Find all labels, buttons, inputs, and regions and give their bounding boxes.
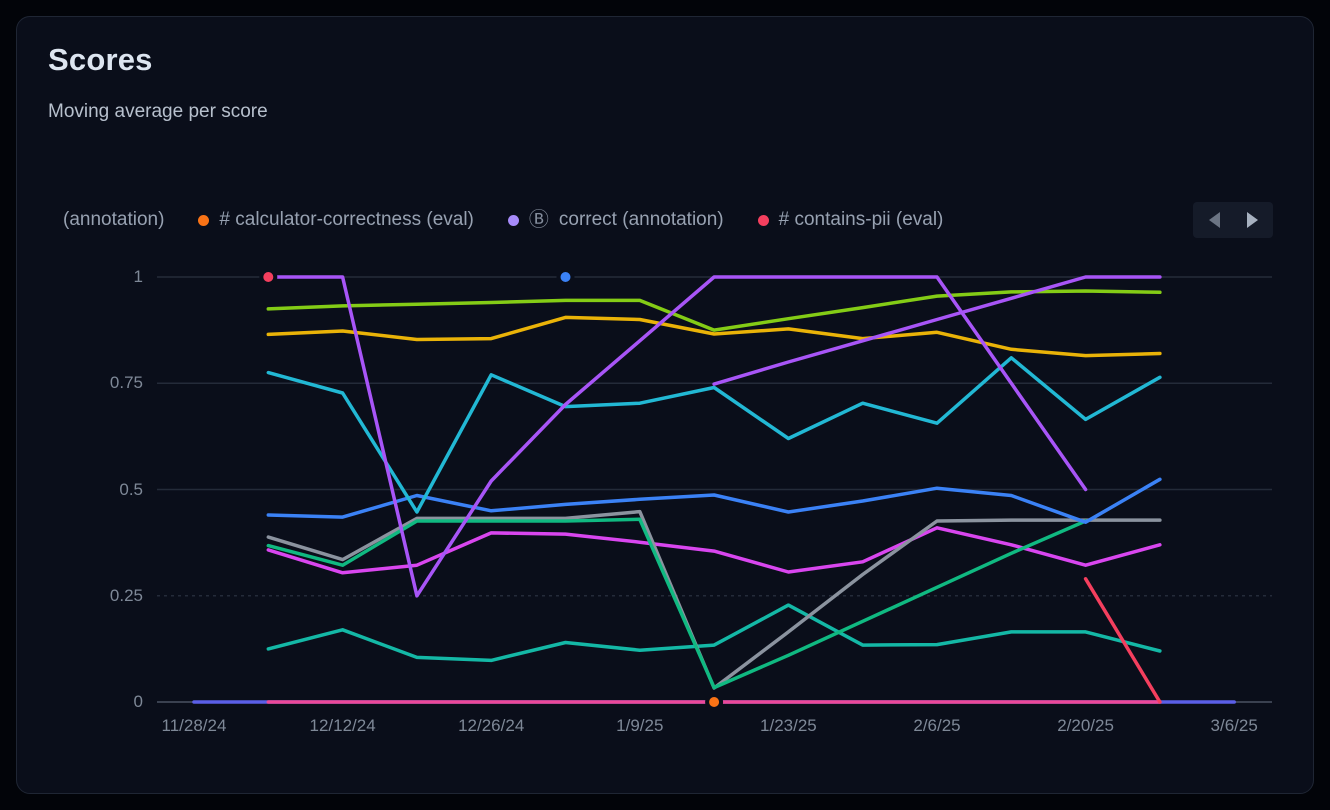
y-tick-label: 0.75 <box>109 373 143 393</box>
legend-label: # calculator-correctness (eval) <box>219 209 474 230</box>
page-title: Scores <box>48 42 153 77</box>
series-line-contains-pii-eval <box>1083 577 1162 704</box>
series-line-series-fuchsia <box>266 526 1162 575</box>
series-line-series-purple-2 <box>712 275 1162 386</box>
legend: (annotation) # calculator-correctness (ev… <box>63 203 943 237</box>
left-arrow-icon <box>1208 212 1220 228</box>
legend-swatch <box>757 214 769 226</box>
series-line-series-teal <box>266 603 1162 663</box>
x-tick-label: 3/6/25 <box>1210 716 1258 735</box>
legend-item-4[interactable]: # contains-pii (eval) <box>757 209 944 231</box>
legend-label: # contains-pii (eval) <box>778 209 944 230</box>
legend-item-1[interactable]: (annotation) <box>63 209 164 231</box>
legend-label: (annotation) <box>63 209 165 230</box>
series-point-contains-pii-eval <box>259 268 278 286</box>
legend-prev-button[interactable] <box>1207 212 1221 228</box>
series-line-series-emerald <box>266 517 1088 690</box>
series-line-series-lime <box>266 289 1162 332</box>
circled-b-icon: Ⓑ <box>528 209 549 231</box>
y-tick-label: 0 <box>133 692 143 711</box>
x-tick-label: 1/9/25 <box>616 716 664 735</box>
x-tick-label: 2/20/25 <box>1057 716 1114 735</box>
x-tick-label: 12/26/24 <box>458 716 525 735</box>
y-tick-label: 0.25 <box>109 585 143 605</box>
legend-pagination <box>1193 202 1273 238</box>
legend-item-2[interactable]: # calculator-correctness (eval) <box>198 209 474 231</box>
series-point-calculator-correctness-eval <box>705 693 724 711</box>
series-line-correct-annotation <box>266 275 1088 598</box>
right-arrow-icon <box>1246 212 1258 228</box>
x-tick-label: 11/28/24 <box>161 716 227 735</box>
legend-swatch <box>507 214 519 226</box>
legend-swatch <box>198 214 210 226</box>
series-line-series-amber <box>266 315 1162 358</box>
y-tick-label: 1 <box>133 267 143 286</box>
series-point-series-blue-dot <box>556 268 575 286</box>
legend-label: correct (annotation) <box>558 209 724 230</box>
series-line-series-cyan <box>266 356 1162 514</box>
page-subtitle: Moving average per score <box>48 101 268 122</box>
series-line-series-blue <box>266 477 1162 524</box>
scores-card <box>16 16 1314 794</box>
x-tick-label: 12/12/24 <box>309 716 376 735</box>
y-tick-label: 0.5 <box>119 479 143 499</box>
x-tick-label: 2/6/25 <box>913 716 961 735</box>
legend-next-button[interactable] <box>1245 212 1259 228</box>
x-tick-label: 1/23/25 <box>760 716 817 735</box>
